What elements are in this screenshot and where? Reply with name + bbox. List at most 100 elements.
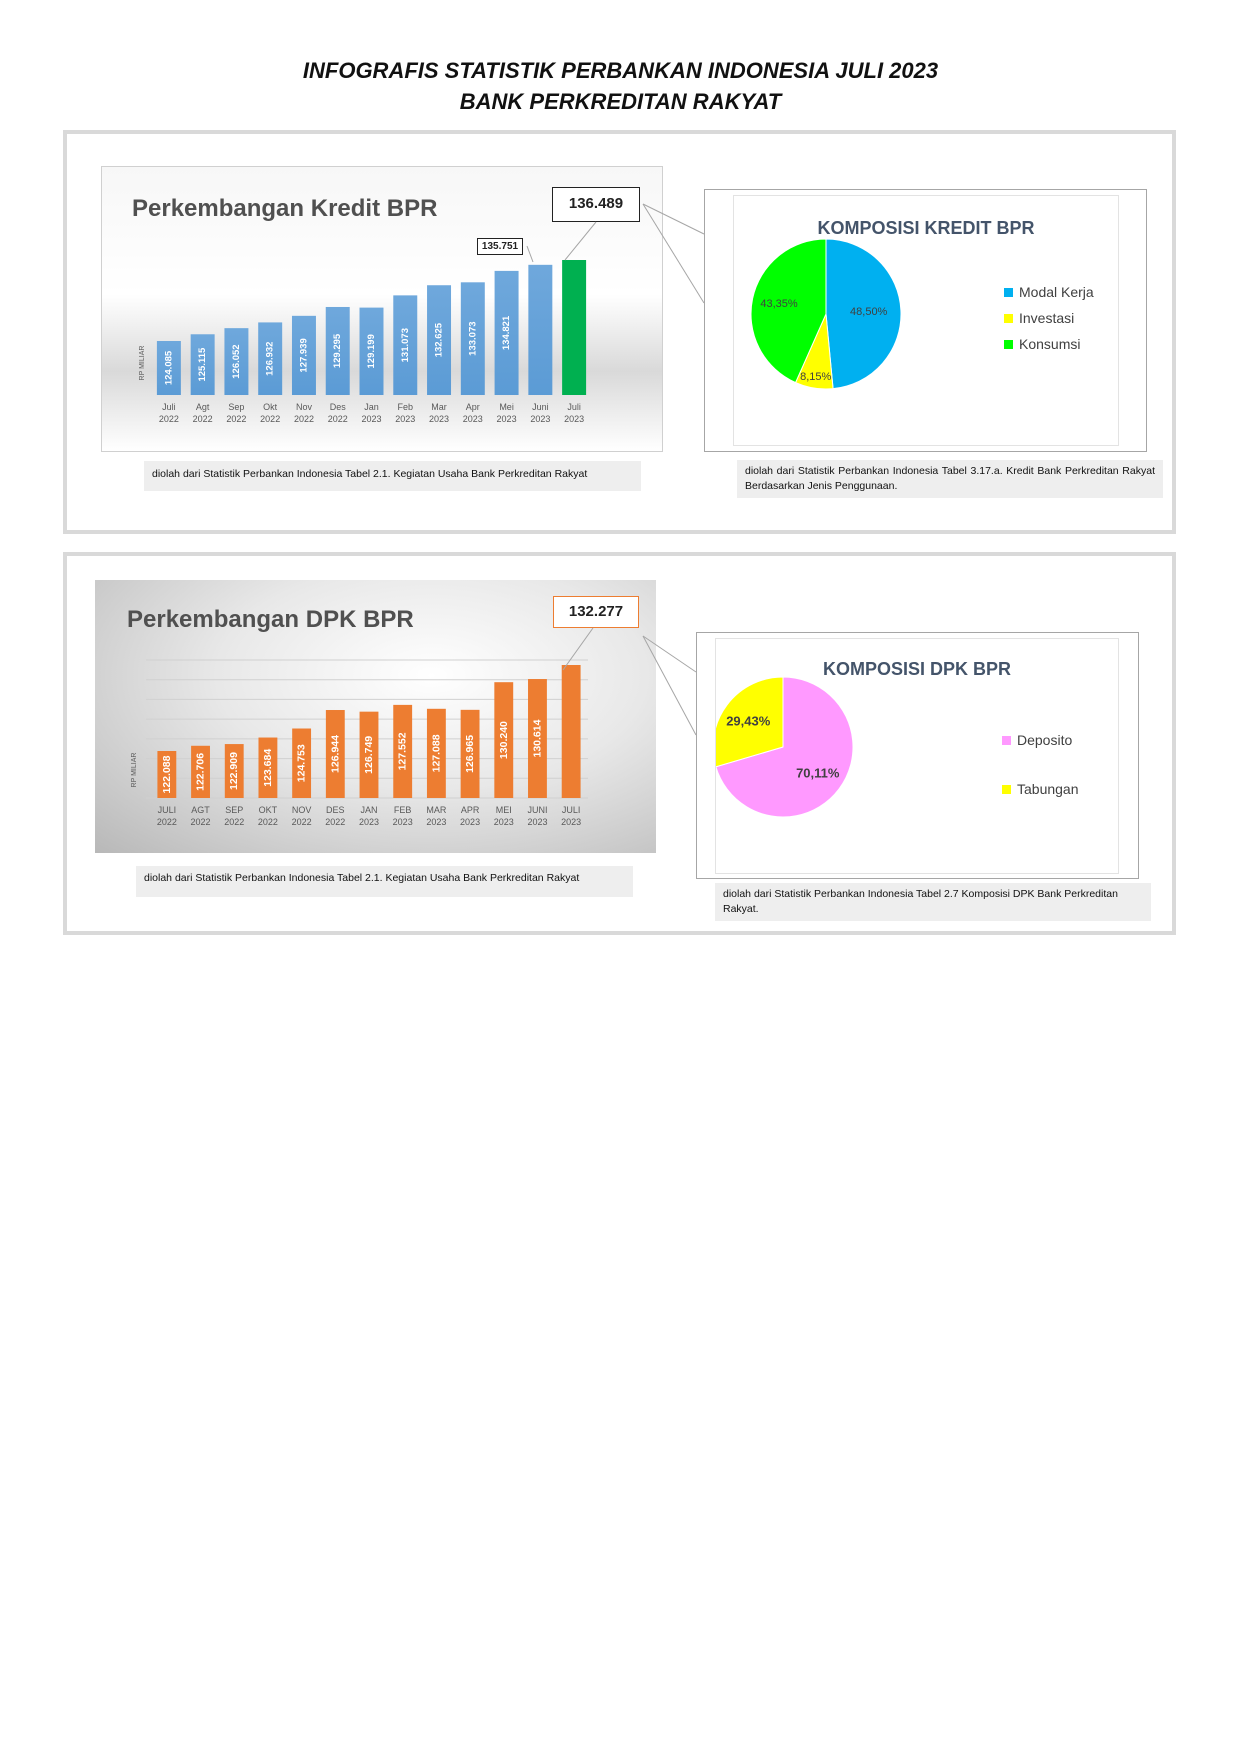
x-tick-label: Des [330,402,347,412]
pie-slice-label: 8,15% [800,371,831,383]
dpk-latest-callout: 132.277 [553,596,639,628]
x-tick-label: APR [461,805,480,815]
y-axis-label: RP MILIAR [139,346,146,381]
x-tick-label: JUNI [527,805,547,815]
x-tick-year: 2023 [530,414,550,424]
bar-value-label: 125.115 [197,347,208,382]
kredit-chart-title: Perkembangan Kredit BPR [132,195,438,222]
x-tick-label: Nov [296,402,313,412]
dpk-pie-title: KOMPOSISI DPK BPR [822,659,1012,679]
bar [393,704,413,798]
x-tick-year: 2022 [157,817,177,827]
legend-swatch-konsumsi [1004,339,1013,349]
bar-value-label: 127.552 [397,732,409,770]
bar [156,341,181,395]
bar [258,322,283,395]
x-tick-label: JULI [562,805,581,815]
x-tick-year: 2022 [292,817,312,827]
x-tick-label: SEP [225,805,243,815]
bar-value-label: 126.749 [363,736,375,774]
x-tick-year: 2023 [463,414,483,424]
bar [224,744,244,798]
bar [494,270,519,395]
kredit-pie-legend: Modal Kerja Investasi Konsumsi [1004,284,1094,362]
x-tick-year: 2022 [294,414,314,424]
bar-value-label: 132.625 [434,322,445,357]
x-tick-label: FEB [394,805,412,815]
x-tick-year: 2022 [260,414,280,424]
legend-item-deposito: Deposito [1002,732,1079,748]
kredit-pie-chart: KOMPOSISI KREDIT BPR 48,50% 8,15% 43,35% M… [733,195,1119,446]
pie-slice-label: 48,50% [850,306,888,318]
x-tick-label: Jan [364,402,379,412]
x-tick-year: 2023 [361,414,381,424]
bar-value-label: 130.614 [531,719,543,757]
pie-slice [750,238,827,384]
legend-swatch-tabungan [1002,784,1011,794]
legend-label-tabungan: Tabungan [1017,781,1079,797]
dpk-pie-chart: KOMPOSISI DPK BPR 70,11% 29,43% Deposito … [715,638,1119,874]
legend-item-konsumsi: Konsumsi [1004,336,1094,352]
bar-value-label: 131.073 [400,328,411,362]
bar-value-label: 126.944 [329,735,341,773]
bar [191,745,210,798]
bar [292,728,312,798]
bar [291,315,316,395]
bar-value-label: 133.073 [467,321,478,355]
x-tick-label: MEI [496,805,512,815]
bar-value-label: 127.088 [430,734,442,772]
x-tick-year: 2022 [325,817,345,827]
x-tick-label: Feb [398,402,414,412]
pie-slice [716,676,784,768]
kredit-pie-title: KOMPOSISI KREDIT BPR [817,218,1035,238]
x-tick-label: Juli [162,402,176,412]
bar [190,334,215,395]
x-tick-label: DES [326,805,345,815]
bar-value-label: 126.965 [464,735,476,773]
x-tick-year: 2023 [497,414,517,424]
dpk-pie-svg: 70,11% 29,43% [716,676,854,818]
pie-slice [716,676,854,818]
legend-swatch-modal-kerja [1004,287,1013,297]
x-tick-label: JULI [158,805,177,815]
legend-item-investasi: Investasi [1004,310,1094,326]
x-tick-year: 2023 [460,817,480,827]
bar [359,711,379,798]
bar [359,307,384,395]
x-tick-year: 2022 [258,817,278,827]
bar [224,328,249,395]
bar [528,679,547,798]
x-tick-year: 2022 [224,817,244,827]
x-tick-year: 2023 [393,817,413,827]
page-subtitle: BANK PERKREDITAN RAKYAT [459,89,782,114]
legend-label-konsumsi: Konsumsi [1019,336,1081,352]
x-tick-label: Mei [499,402,514,412]
bar-value-label: 124.753 [296,744,308,782]
kredit-latest-callout: 136.489 [552,187,640,222]
legend-item-modal-kerja: Modal Kerja [1004,284,1094,300]
x-tick-label: JAN [360,805,377,815]
bar-value-label: 129.199 [366,334,377,368]
bar [426,708,446,798]
bar-value-label: 134.821 [501,315,512,350]
legend-label-deposito: Deposito [1017,732,1073,748]
legend-swatch-deposito [1002,735,1011,745]
x-tick-label: NOV [292,805,312,815]
bar [258,737,278,798]
x-tick-label: Juli [567,402,581,412]
kredit-prev-callout: 135.751 [477,238,523,255]
legend-swatch-investasi [1004,313,1013,323]
dpk-pie-source-note: diolah dari Statistik Perbankan Indonesi… [715,883,1151,921]
pie-slice [825,238,902,390]
pie-slice-label: 29,43% [726,714,771,729]
bar [460,282,485,395]
x-tick-year: 2023 [429,414,449,424]
pie-slice-label: 70,11% [796,765,840,780]
x-tick-label: Agt [196,402,210,412]
dpk-pie-legend: Deposito Tabungan [1002,732,1079,807]
bar-value-label: 122.706 [195,753,207,791]
x-tick-label: Mar [431,402,447,412]
bar [460,709,480,798]
x-tick-year: 2022 [328,414,348,424]
bar [325,306,350,395]
